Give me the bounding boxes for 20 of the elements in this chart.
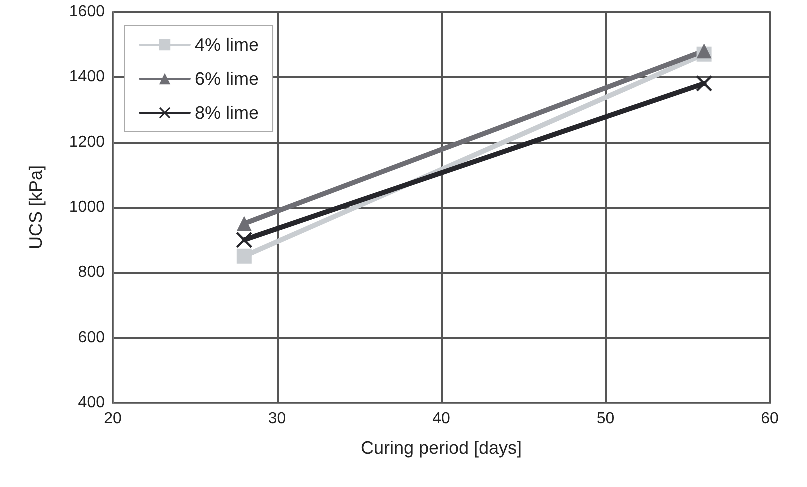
x-tick-label: 40 — [432, 410, 450, 428]
legend-label: 4% lime — [195, 35, 260, 55]
y-tick-label: 1200 — [69, 134, 106, 151]
x-axis-title: Curing period [days] — [360, 438, 522, 458]
legend-label: 6% lime — [195, 69, 260, 89]
point — [236, 232, 252, 248]
y-tick-label: 1000 — [69, 199, 106, 216]
x-tick-label: 30 — [268, 410, 286, 428]
y-tick-label: 1400 — [69, 68, 106, 86]
y-axis-title: UCS [kPa] — [26, 165, 46, 250]
point — [236, 248, 252, 264]
legend-label: 8% lime — [195, 103, 260, 123]
y-tick-label: 600 — [78, 329, 106, 346]
y-tick-label: 400 — [78, 394, 106, 412]
x-tick-label: 20 — [104, 410, 122, 428]
x-tick-label: 50 — [596, 410, 615, 428]
x-tick-label: 60 — [761, 410, 779, 428]
point — [696, 76, 712, 92]
y-tick-label: 1600 — [69, 4, 106, 20]
y-tick-label: 800 — [78, 264, 106, 282]
